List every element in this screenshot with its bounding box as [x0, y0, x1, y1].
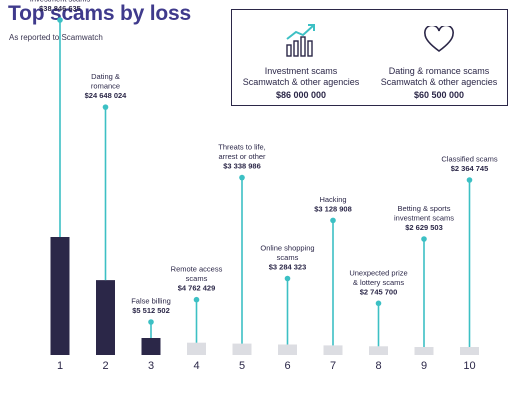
category-label-10-line-1: Classified scams: [441, 155, 498, 164]
category-label-9-line-1: Betting & sports: [398, 204, 451, 213]
leader-dot-9: [421, 236, 427, 242]
leader-dot-1: [57, 17, 63, 23]
rank-label-2: 2: [102, 360, 108, 372]
leader-dot-10: [466, 177, 473, 183]
category-label-9-line-2: investment scams: [394, 214, 454, 223]
rank-label-8: 8: [375, 360, 381, 372]
investment-summary-amount: $86 000 000: [275, 90, 327, 100]
leader-dot-4: [193, 296, 200, 303]
value-label-10: $2 364 745: [451, 164, 489, 173]
dating-summary-amount: $60 500 000: [413, 90, 465, 100]
chart-subtitle: As reported to Scamwatch: [9, 33, 103, 42]
category-label-2-line-1: Dating &: [91, 72, 120, 81]
rank-label-7: 7: [330, 360, 336, 372]
bar-4: [187, 342, 206, 355]
bar-6: [278, 344, 297, 355]
value-label-1: $38 846 635: [39, 4, 81, 13]
leader-dot-3: [148, 319, 154, 325]
value-label-9: $2 629 503: [405, 223, 443, 232]
dating-summary-label: Dating & romance scams: [388, 66, 490, 76]
category-label-1-line-1: Investment scams: [30, 0, 91, 4]
rank-label-9: 9: [421, 360, 427, 372]
leader-dot-5: [239, 174, 245, 181]
dating-summary-source: Scamwatch & other agencies: [380, 77, 498, 87]
category-label-8-line-2: & lottery scams: [353, 278, 405, 287]
investment-summary-label: Investment scams: [264, 66, 338, 76]
category-label-4-line-1: Remote access: [171, 265, 223, 274]
rank-label-1: 1: [57, 360, 63, 372]
bar-3: [141, 338, 161, 355]
summary-box: Investment scams Scamwatch & other agenc…: [231, 9, 508, 106]
bar-10: [460, 347, 479, 355]
value-label-2: $24 648 024: [85, 91, 128, 100]
value-label-6: $3 284 323: [269, 263, 307, 272]
value-label-3: $5 512 502: [132, 306, 170, 315]
rank-label-4: 4: [193, 360, 199, 372]
bar-7: [323, 345, 343, 355]
rank-label-5: 5: [239, 360, 245, 372]
leader-dot-7: [330, 217, 336, 224]
value-label-5: $3 338 986: [223, 162, 261, 171]
leader-dot-8: [375, 300, 382, 307]
category-label-4-line-2: scams: [186, 274, 208, 283]
bar-8: [369, 346, 388, 355]
value-label-4: $4 762 429: [178, 284, 216, 293]
value-label-7: $3 128 908: [314, 204, 352, 213]
value-label-8: $2 745 700: [360, 287, 398, 296]
heart-icon: [424, 26, 454, 52]
bar-chart-trending-up-icon: [286, 24, 315, 57]
category-label-7-line-1: Hacking: [319, 195, 346, 204]
leader-dot-2: [102, 104, 109, 110]
rank-label-10: 10: [463, 360, 475, 372]
rank-label-3: 3: [148, 360, 154, 372]
category-label-6-line-1: Online shopping: [260, 244, 314, 253]
rank-label-6: 6: [284, 360, 290, 372]
bar-5: [232, 343, 252, 355]
dating-summary-card: Dating & romance scams Scamwatch & other…: [370, 10, 508, 105]
investment-summary-card: Investment scams Scamwatch & other agenc…: [232, 10, 370, 105]
category-label-2-line-2: romance: [91, 82, 120, 91]
bar-9: [414, 347, 434, 355]
investment-summary-source: Scamwatch & other agencies: [242, 77, 360, 87]
category-label-5-line-1: Threats to life,: [218, 143, 266, 152]
bar-2: [96, 280, 115, 355]
category-label-3-line-1: False billing: [131, 297, 171, 306]
category-label-6-line-2: scams: [277, 253, 299, 262]
bar-1: [50, 237, 70, 355]
chart-title: Top scams by loss: [8, 2, 191, 25]
category-label-8-line-1: Unexpected prize: [349, 268, 407, 277]
leader-dot-6: [284, 275, 291, 282]
category-label-5-line-2: arrest or other: [218, 152, 266, 161]
